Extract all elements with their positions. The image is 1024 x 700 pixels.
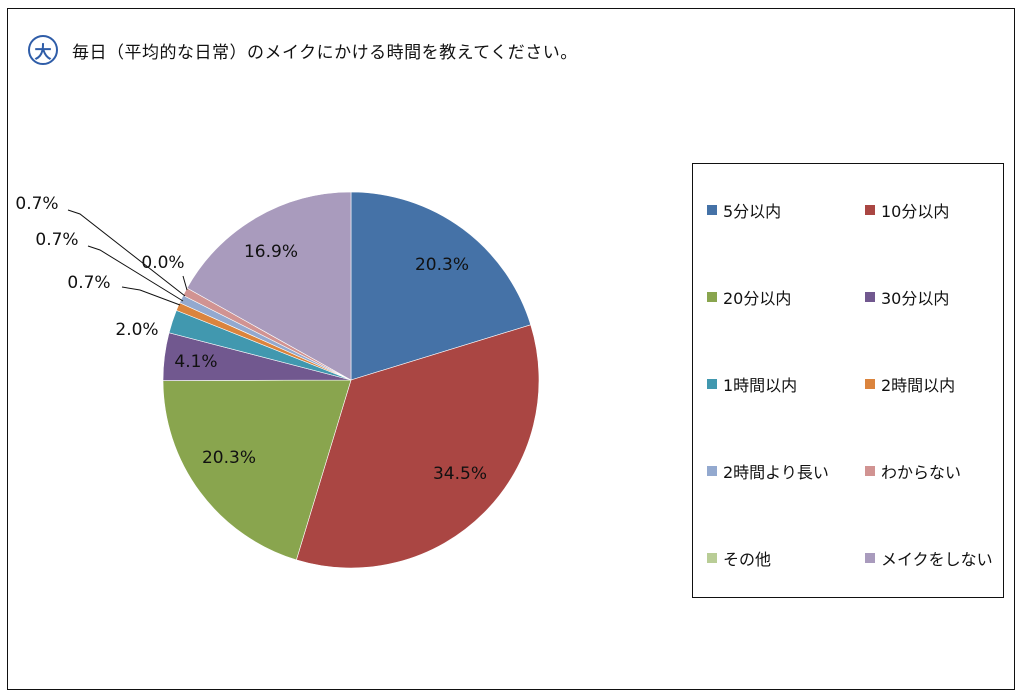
legend-swatch-6 (865, 379, 875, 389)
pie-slice-3 (162, 379, 352, 561)
legend-label-9: その他 (723, 550, 772, 569)
legend-swatch-3 (707, 292, 717, 302)
legend-swatch-8 (865, 466, 875, 476)
pie-slices (162, 191, 540, 569)
legend-swatch-5 (707, 379, 717, 389)
legend-swatch-9 (707, 553, 717, 563)
question-header: 大 毎日（平均的な日常）のメイクにかける時間を教えてください。 (28, 33, 578, 67)
legend-label-7: 2時間より長い (723, 463, 829, 482)
legend-item-4: 30分以内 (865, 285, 949, 309)
slice-label-7: 0.7% (35, 230, 78, 250)
legend-label-6: 2時間以内 (881, 376, 956, 395)
legend-swatch-1 (707, 205, 717, 215)
leader-line-6 (121, 286, 181, 306)
slice-label-2: 34.5% (433, 464, 487, 484)
slice-labels: 20.3% 34.5% 20.3% 4.1% 2.0% 0.7% 0.7% 0.7% 0.0% 1… (15, 194, 487, 484)
legend-item-1: 5分以内 (707, 198, 781, 222)
slice-label-3: 20.3% (202, 448, 256, 468)
legend-label-5: 1時間以内 (723, 376, 798, 395)
legend-swatch-2 (865, 205, 875, 215)
legend-item-8: わからない (865, 459, 961, 483)
legend-label-4: 30分以内 (881, 289, 950, 308)
legend-item-3: 20分以内 (707, 285, 791, 309)
legend-item-7: 2時間より長い (707, 459, 829, 483)
legend-swatch-4 (865, 292, 875, 302)
slice-label-9: 0.0% (141, 253, 184, 273)
pie-slice-1 (350, 191, 532, 381)
legend-swatch-7 (707, 466, 717, 476)
legend-label-8: わからない (881, 463, 962, 482)
legend-item-2: 10分以内 (865, 198, 949, 222)
legend-label-2: 10分以内 (881, 202, 950, 221)
legend-label-10: メイクをしない (881, 550, 993, 569)
legend-item-10: メイクをしない (865, 546, 993, 570)
slice-label-10: 16.9% (244, 242, 298, 262)
leader-line-7 (87, 245, 184, 302)
chart-legend: 5分以内 10分以内 20分以内 30分以内 1時間以内 2時間以内 2時間より長い わからな… (692, 163, 1004, 598)
legend-label-1: 5分以内 (723, 202, 782, 221)
slice-label-5: 2.0% (115, 320, 158, 340)
pie-slice-10 (186, 191, 352, 381)
pie-slice-2 (296, 324, 540, 569)
legend-item-9: その他 (707, 546, 771, 570)
slice-label-6: 0.7% (67, 273, 110, 293)
leader-line-9 (182, 275, 188, 291)
legend-label-3: 20分以内 (723, 289, 792, 308)
legend-swatch-10 (865, 553, 875, 563)
slice-label-8: 0.7% (15, 194, 58, 214)
legend-item-6: 2時間以内 (865, 372, 955, 396)
category-badge: 大 (28, 35, 58, 65)
chart-title: 毎日（平均的な日常）のメイクにかける時間を教えてください。 (72, 42, 578, 63)
leader-line-8 (67, 209, 186, 297)
legend-item-5: 1時間以内 (707, 372, 797, 396)
slice-label-1: 20.3% (415, 255, 469, 275)
leader-lines (67, 209, 188, 306)
slice-label-4: 4.1% (174, 352, 217, 372)
